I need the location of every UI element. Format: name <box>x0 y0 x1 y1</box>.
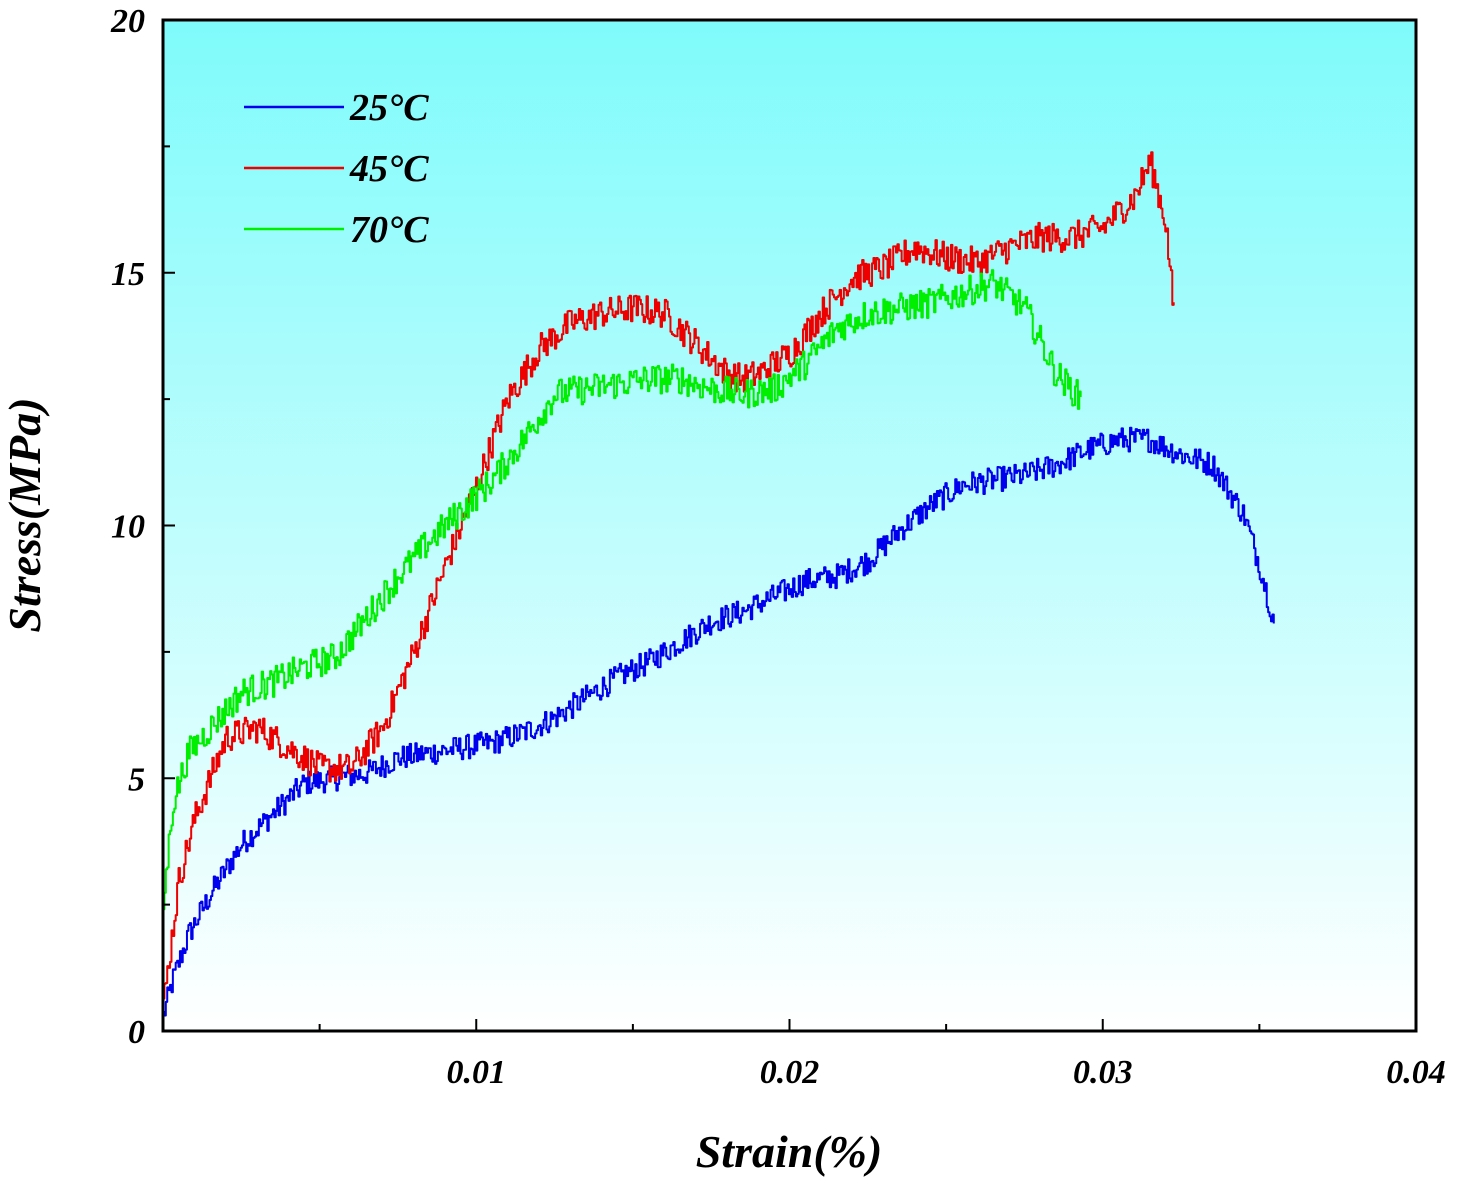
series-layer <box>163 151 1275 1017</box>
x-axis-title: Strain(%) <box>696 1126 883 1177</box>
y-axis-title: Stress(MPa) <box>0 397 50 632</box>
y-tick-label: 0 <box>128 1014 145 1051</box>
x-tick-label: 0.03 <box>1073 1054 1133 1091</box>
legend-label-3: 70°C <box>350 209 429 251</box>
x-tick-label: 0.01 <box>447 1054 507 1091</box>
legend-label-1: 25°C <box>349 87 429 129</box>
y-tick-label: 5 <box>128 761 145 798</box>
y-tick-label: 20 <box>110 3 145 40</box>
series-line-2 <box>163 151 1175 1000</box>
plot-background <box>163 20 1416 1031</box>
y-tick-label: 10 <box>111 509 145 546</box>
x-tick-label: 0.02 <box>760 1054 820 1091</box>
series-line-3 <box>163 269 1082 911</box>
legend: 25°C 45°C 70°C <box>244 87 429 251</box>
legend-label-2: 45°C <box>349 148 429 190</box>
ticks-layer: 0.01 0.02 0.03 0.04 0 5 10 15 20 <box>110 3 1446 1091</box>
y-tick-label: 15 <box>111 256 145 293</box>
x-tick-label: 0.04 <box>1386 1054 1446 1091</box>
